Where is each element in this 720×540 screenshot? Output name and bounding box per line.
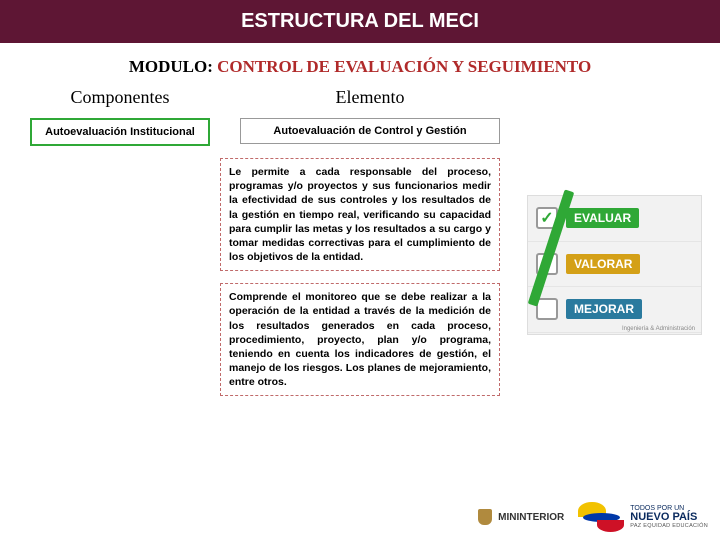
paragraph-1: Le permite a cada responsable del proces… [220, 158, 500, 271]
shield-icon [478, 509, 492, 525]
col-left-head: Componentes [20, 87, 220, 108]
checklist-tag-valorar: VALORAR [566, 254, 640, 274]
nuevo-pais-logo: TODOS POR UN NUEVO PAÍS PAZ EQUIDAD EDUC… [578, 502, 708, 532]
componentes-box: Autoevaluación Institucional [30, 118, 210, 146]
header-title: ESTRUCTURA DEL MECI [241, 10, 479, 32]
footer: MININTERIOR TODOS POR UN NUEVO PAÍS PAZ … [478, 502, 708, 532]
modulo-label: MODULO: [129, 57, 213, 76]
page-header: ESTRUCTURA DEL MECI [0, 0, 720, 43]
image-credit: Ingeniería & Administración [622, 326, 695, 332]
ministry-label: MININTERIOR [498, 512, 564, 523]
modulo-value: CONTROL DE EVALUACIÓN Y SEGUIMIENTO [217, 57, 591, 76]
ministry-badge: MININTERIOR [478, 509, 564, 525]
componentes-box-label: Autoevaluación Institucional [45, 126, 195, 138]
column-headers: Componentes Autoevaluación Institucional… [0, 87, 720, 146]
paragraph-2: Comprende el monitoreo que se debe reali… [220, 283, 500, 396]
col-mid-head: Elemento [220, 87, 520, 108]
slogan-sub: PAZ EQUIDAD EDUCACIÓN [630, 524, 708, 530]
flag-icon [578, 502, 624, 532]
side-illustration: ✓ EVALUAR VALORAR MEJORAR Ingeniería & A… [527, 195, 702, 335]
checklist-tag-evaluar: EVALUAR [566, 208, 639, 228]
check-icon [536, 298, 558, 320]
elemento-box-label: Autoevaluación de Control y Gestión [273, 125, 466, 137]
slogan-big: NUEVO PAÍS [630, 512, 708, 524]
elemento-box: Autoevaluación de Control y Gestión [240, 118, 500, 144]
checklist-tag-mejorar: MEJORAR [566, 299, 642, 319]
modulo-line: MODULO: CONTROL DE EVALUACIÓN Y SEGUIMIE… [0, 57, 720, 77]
